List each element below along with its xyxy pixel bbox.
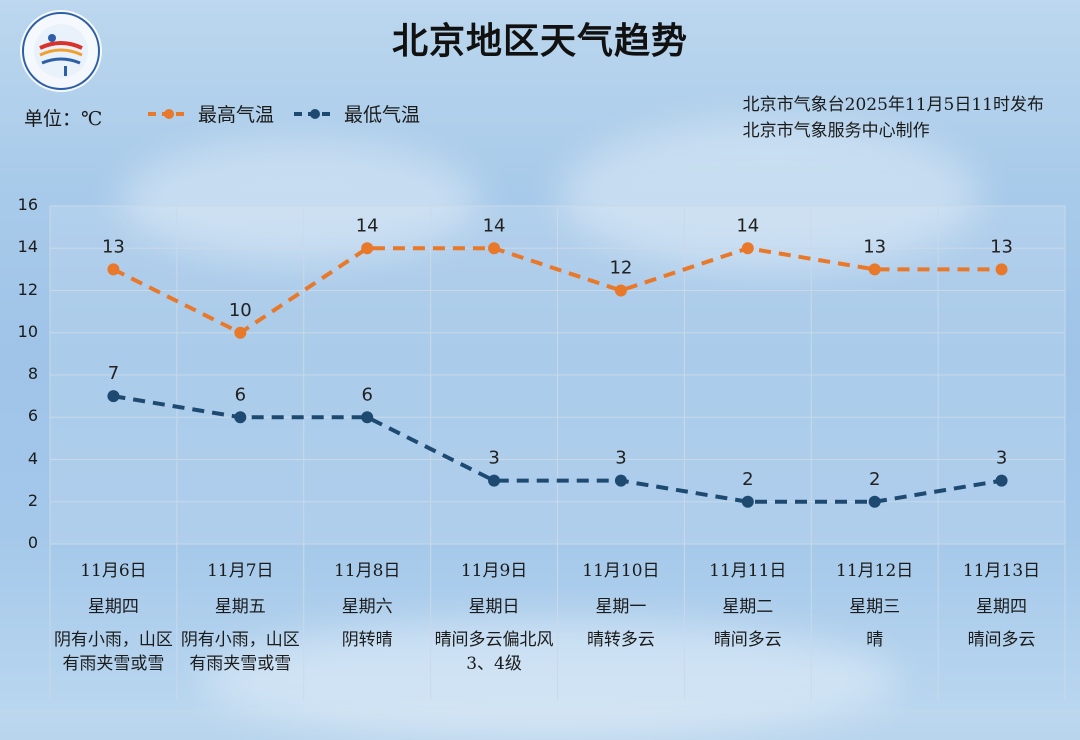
data-point	[995, 474, 1008, 487]
series-line-high	[112, 246, 1002, 336]
y-tick-label: 10	[17, 321, 38, 341]
day-weather: 晴间多云	[713, 630, 782, 650]
data-label: 3	[996, 448, 1007, 469]
day-weather: 晴间多云偏北风3、4级	[434, 630, 554, 674]
data-label: 2	[869, 469, 880, 490]
data-label: 12	[609, 258, 632, 279]
data-label: 14	[356, 215, 379, 236]
y-tick-label: 14	[17, 237, 38, 257]
y-tick-label: 6	[27, 406, 38, 426]
day-date: 11月9日	[460, 561, 528, 581]
data-label: 6	[235, 384, 246, 405]
day-weekday: 星期六	[341, 597, 393, 617]
day-date: 11月10日	[582, 561, 660, 581]
day-date: 11月8日	[333, 561, 401, 581]
day-weekday: 星期四	[976, 597, 1028, 617]
data-point	[614, 284, 627, 297]
data-point	[488, 474, 501, 487]
cloud-decoration	[120, 140, 480, 260]
data-label: 7	[108, 363, 119, 384]
data-label: 13	[990, 236, 1013, 257]
day-weather: 阴有小雨，山区有雨夹雪或雪	[53, 630, 173, 674]
day-weekday: 星期二	[722, 597, 774, 617]
data-label: 2	[742, 469, 753, 490]
legend-low-swatch	[294, 108, 336, 119]
data-point	[488, 242, 501, 255]
data-label: 3	[615, 448, 626, 469]
data-label: 10	[229, 300, 252, 321]
day-date: 11月13日	[962, 561, 1041, 581]
day-weather: 晴	[866, 630, 884, 650]
y-tick-label: 4	[27, 448, 38, 468]
data-point	[234, 411, 247, 424]
day-date: 11月7日	[207, 561, 274, 581]
page-title: 北京地区天气趋势	[391, 20, 688, 62]
legend-item-high: 最高气温	[146, 100, 274, 127]
day-weekday: 星期四	[87, 597, 139, 617]
y-tick-label: 0	[27, 533, 38, 552]
data-point	[868, 495, 881, 508]
data-point	[107, 390, 120, 403]
temperature-chart: 13 10 14 14 12 14 13 13 7 6 6 3 3 2 2 3	[49, 205, 1066, 700]
day-weekday: 星期一	[595, 597, 647, 617]
data-point	[741, 495, 754, 508]
data-point	[234, 326, 247, 339]
issuer-line-1: 北京市气象台2025年11月5日11时发布	[742, 95, 1044, 115]
day-weather: 晴间多云	[967, 630, 1036, 650]
series-line-low	[113, 394, 1002, 504]
y-tick-label: 2	[27, 490, 38, 510]
data-label: 13	[102, 236, 125, 257]
meteorological-service-logo	[20, 10, 102, 92]
day-weather: 阴有小雨，山区有雨夹雪或雪	[180, 630, 300, 674]
data-label: 3	[488, 448, 499, 469]
unit-label: 单位：℃	[24, 108, 103, 130]
data-label: 14	[736, 215, 759, 236]
day-weekday: 星期三	[849, 597, 901, 617]
data-label: 6	[361, 384, 372, 405]
y-tick-label: 16	[17, 195, 38, 214]
data-point	[361, 411, 374, 424]
y-tick-label: 12	[17, 279, 38, 299]
legend-high-label: 最高气温	[198, 104, 275, 126]
issuer-line-2: 北京市气象服务中心制作	[742, 121, 930, 141]
day-weekday: 星期日	[468, 597, 520, 617]
cloud-decoration	[560, 120, 980, 270]
day-date: 11月12日	[836, 561, 914, 581]
day-weather: 晴转多云	[586, 630, 655, 650]
day-weather: 阴转晴	[341, 630, 393, 650]
data-label: 14	[483, 215, 506, 236]
data-point	[361, 242, 374, 255]
legend-high-swatch	[148, 108, 190, 119]
legend-low-label: 最低气温	[344, 104, 421, 126]
legend-item-low: 最低气温	[292, 100, 420, 127]
day-date: 11月6日	[80, 561, 147, 581]
y-tick-label: 8	[27, 364, 38, 383]
data-point	[614, 474, 627, 487]
data-label: 13	[863, 236, 886, 257]
data-point	[868, 263, 881, 276]
day-date: 11月11日	[709, 561, 787, 581]
data-point	[995, 263, 1008, 276]
issuer-info: 北京市气象台2025年11月5日11时发布 北京市气象服务中心制作	[743, 92, 1044, 144]
day-weekday: 星期五	[214, 597, 266, 617]
data-point	[741, 242, 754, 255]
data-point	[107, 263, 120, 276]
